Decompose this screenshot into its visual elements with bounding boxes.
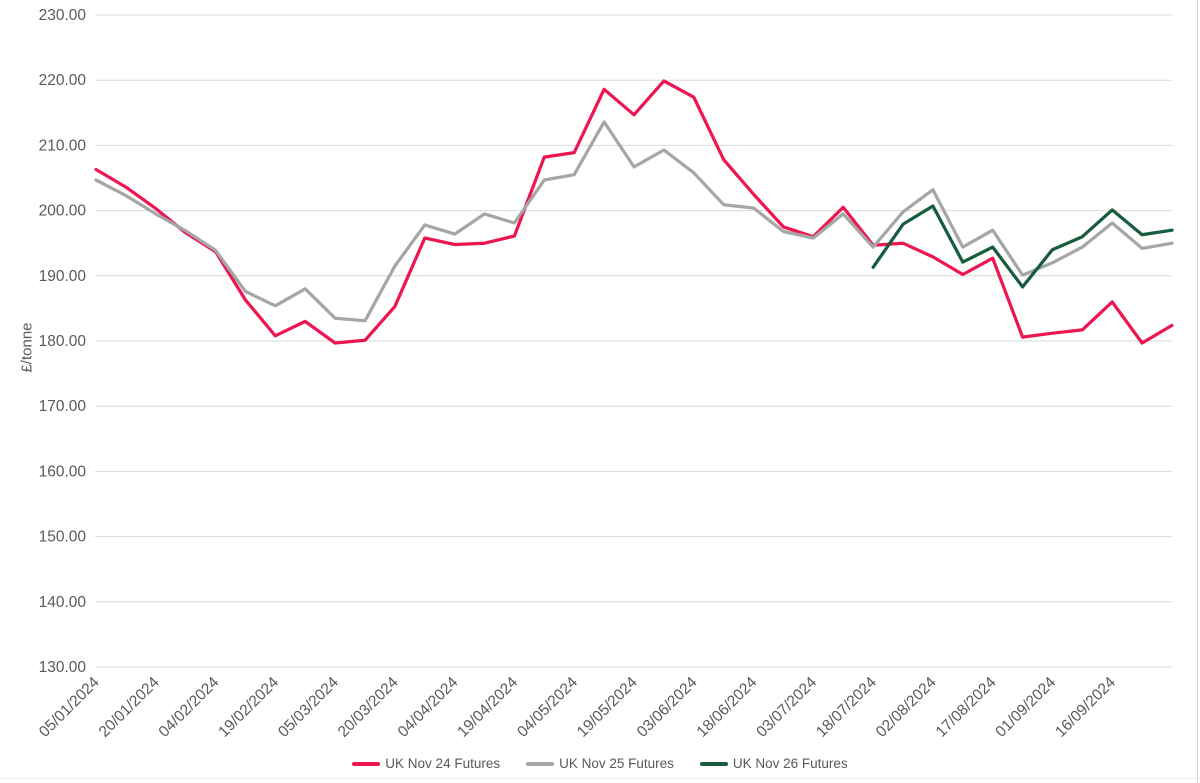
legend-line-swatch-nov24 (352, 761, 381, 766)
legend-line-swatch-nov26 (699, 761, 728, 766)
x-axis-tick-labels: 05/01/202420/01/202404/02/202419/02/2024… (36, 674, 1119, 741)
x-tick-label: 03/06/2024 (634, 674, 701, 741)
x-tick-label: 19/05/2024 (574, 674, 641, 741)
x-tick-label: 16/09/2024 (1052, 674, 1119, 741)
x-tick-label: 02/08/2024 (873, 674, 940, 741)
series-line-uk-nov-25-futures (94, 120, 1174, 323)
legend-item-nov25: UK Nov 25 Futures (526, 756, 674, 771)
gridlines (95, 14, 1172, 668)
y-tick-label: 200.00 (39, 203, 87, 220)
x-tick-label: 01/09/2024 (992, 674, 1059, 741)
legend-label-nov24: UK Nov 24 Futures (385, 756, 501, 771)
y-tick-label: 210.00 (39, 137, 87, 154)
series-line-uk-nov-24-futures (94, 79, 1174, 345)
x-tick-label: 17/08/2024 (933, 674, 1000, 741)
x-tick-label: 03/07/2024 (753, 674, 820, 741)
y-tick-label: 230.00 (39, 7, 87, 24)
y-tick-label: 160.00 (39, 463, 87, 480)
legend-label-nov25: UK Nov 25 Futures (559, 756, 674, 771)
x-tick-label: 04/05/2024 (514, 674, 581, 741)
y-tick-label: 130.00 (39, 659, 87, 676)
y-tick-label: 140.00 (39, 594, 87, 611)
legend-label-nov26: UK Nov 26 Futures (732, 756, 848, 771)
y-tick-label: 170.00 (39, 398, 87, 415)
chart-legend: UK Nov 24 Futures UK Nov 25 Futures UK N… (0, 756, 1200, 771)
x-tick-label: 05/01/2024 (36, 674, 103, 741)
page-bottom-border (0, 778, 1200, 779)
legend-line-swatch-nov25 (526, 761, 555, 766)
legend-item-nov26: UK Nov 26 Futures (699, 756, 848, 771)
x-tick-label: 04/02/2024 (156, 674, 223, 741)
legend-item-nov24: UK Nov 24 Futures (352, 756, 500, 771)
y-axis-tick-labels: 130.00 140.00 150.00 160.00 170.00 180.00 190.… (39, 7, 87, 676)
x-tick-label: 18/06/2024 (694, 674, 761, 741)
y-tick-label: 190.00 (39, 268, 87, 285)
x-tick-label: 20/03/2024 (335, 674, 402, 741)
x-tick-label: 19/04/2024 (454, 674, 521, 741)
y-tick-label: 220.00 (39, 72, 87, 89)
x-tick-label: 05/03/2024 (275, 674, 342, 741)
series-line-uk-nov-26-futures (871, 204, 1174, 289)
x-tick-label: 04/04/2024 (395, 674, 462, 741)
page-right-border (1197, 0, 1198, 783)
y-tick-label: 150.00 (39, 529, 87, 546)
series-lines (94, 79, 1174, 345)
y-tick-label: 180.00 (39, 333, 87, 350)
x-tick-label: 20/01/2024 (96, 674, 163, 741)
x-tick-label: 18/07/2024 (813, 674, 880, 741)
x-tick-label: 19/02/2024 (215, 674, 282, 741)
